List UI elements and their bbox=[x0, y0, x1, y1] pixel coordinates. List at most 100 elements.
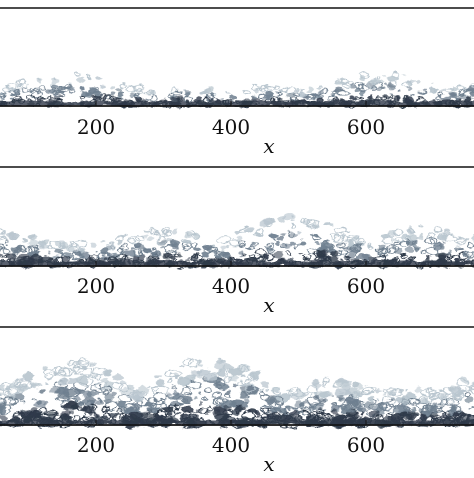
eddy bbox=[331, 233, 340, 240]
eddy bbox=[333, 260, 340, 264]
panel-bottom: 200 400 600 x bbox=[0, 327, 474, 474]
eddy bbox=[240, 100, 245, 104]
eddy bbox=[266, 103, 269, 105]
eddy bbox=[130, 239, 135, 243]
eddy bbox=[45, 381, 48, 383]
tick-label-200: 200 bbox=[77, 274, 115, 298]
eddy bbox=[4, 401, 6, 403]
eddy bbox=[466, 238, 469, 240]
eddy bbox=[162, 100, 167, 104]
eddy bbox=[429, 257, 431, 259]
eddy bbox=[91, 243, 97, 247]
eddy bbox=[173, 262, 177, 264]
eddy bbox=[280, 233, 285, 236]
eddy bbox=[331, 252, 338, 257]
eddy bbox=[399, 398, 408, 404]
eddy bbox=[390, 244, 394, 247]
eddy bbox=[257, 250, 266, 256]
eddy bbox=[123, 101, 130, 105]
eddy bbox=[282, 243, 291, 249]
panel-top-frame bbox=[0, 8, 474, 106]
eddy bbox=[430, 83, 432, 85]
eddy bbox=[287, 88, 295, 93]
eddy bbox=[0, 236, 5, 239]
eddy bbox=[222, 102, 227, 105]
eddy bbox=[122, 246, 125, 248]
eddy bbox=[43, 366, 49, 371]
eddy bbox=[417, 237, 424, 241]
eddy bbox=[228, 375, 232, 378]
eddy bbox=[172, 394, 185, 401]
eddy bbox=[447, 414, 455, 420]
eddy bbox=[242, 382, 251, 386]
eddy bbox=[144, 230, 149, 232]
eddy bbox=[357, 96, 361, 99]
eddy bbox=[168, 239, 171, 241]
eddy bbox=[76, 240, 87, 246]
eddy bbox=[346, 259, 350, 262]
eddy bbox=[61, 383, 64, 385]
eddy bbox=[298, 243, 302, 246]
tick-label-400: 400 bbox=[212, 274, 250, 298]
eddy bbox=[93, 90, 100, 94]
eddy bbox=[266, 246, 273, 251]
eddy bbox=[45, 100, 51, 103]
eddy bbox=[146, 98, 150, 100]
eddy bbox=[161, 246, 165, 250]
eddy bbox=[27, 86, 29, 88]
eddy bbox=[304, 221, 308, 223]
eddy bbox=[277, 237, 283, 240]
tick-label-600: 600 bbox=[347, 274, 385, 298]
eddy bbox=[290, 215, 292, 217]
eddy bbox=[104, 102, 109, 105]
eddy bbox=[313, 392, 317, 395]
eddy bbox=[197, 375, 203, 380]
tick-label-400: 400 bbox=[212, 433, 250, 457]
eddy bbox=[0, 415, 8, 420]
eddy bbox=[200, 90, 208, 94]
eddy bbox=[220, 98, 223, 100]
eddy bbox=[6, 241, 9, 243]
eddy bbox=[228, 369, 230, 371]
eddy bbox=[244, 399, 250, 404]
eddy bbox=[394, 257, 397, 259]
eddy bbox=[142, 234, 148, 238]
eddy bbox=[31, 236, 37, 241]
eddy bbox=[223, 253, 231, 259]
eddy bbox=[354, 384, 363, 389]
eddy bbox=[191, 376, 195, 379]
eddy bbox=[21, 389, 25, 391]
eddy bbox=[193, 233, 200, 240]
eddy bbox=[286, 93, 296, 98]
eddy bbox=[8, 234, 17, 240]
eddy bbox=[323, 377, 330, 382]
eddy bbox=[300, 219, 304, 222]
eddy bbox=[168, 380, 171, 383]
eddy bbox=[68, 82, 71, 84]
eddy bbox=[120, 83, 125, 88]
eddy bbox=[303, 255, 311, 259]
eddy bbox=[375, 390, 381, 394]
eddy bbox=[433, 99, 436, 101]
eddy bbox=[386, 249, 389, 251]
eddy bbox=[226, 92, 229, 94]
eddy bbox=[299, 420, 303, 423]
eddy bbox=[394, 248, 404, 254]
eddy bbox=[245, 99, 249, 102]
eddy bbox=[458, 94, 460, 96]
x-axis-label: x bbox=[263, 452, 274, 474]
eddy bbox=[411, 94, 414, 96]
eddy bbox=[97, 77, 101, 79]
eddy bbox=[405, 388, 407, 390]
panel-middle-field bbox=[0, 213, 474, 269]
eddy bbox=[175, 103, 180, 106]
eddy bbox=[215, 262, 217, 264]
eddy bbox=[346, 231, 348, 233]
eddy bbox=[93, 416, 103, 423]
eddy bbox=[421, 251, 426, 254]
eddy bbox=[299, 252, 302, 254]
eddy bbox=[237, 236, 242, 241]
eddy bbox=[362, 253, 371, 260]
eddy bbox=[394, 242, 399, 245]
eddy bbox=[292, 220, 295, 222]
